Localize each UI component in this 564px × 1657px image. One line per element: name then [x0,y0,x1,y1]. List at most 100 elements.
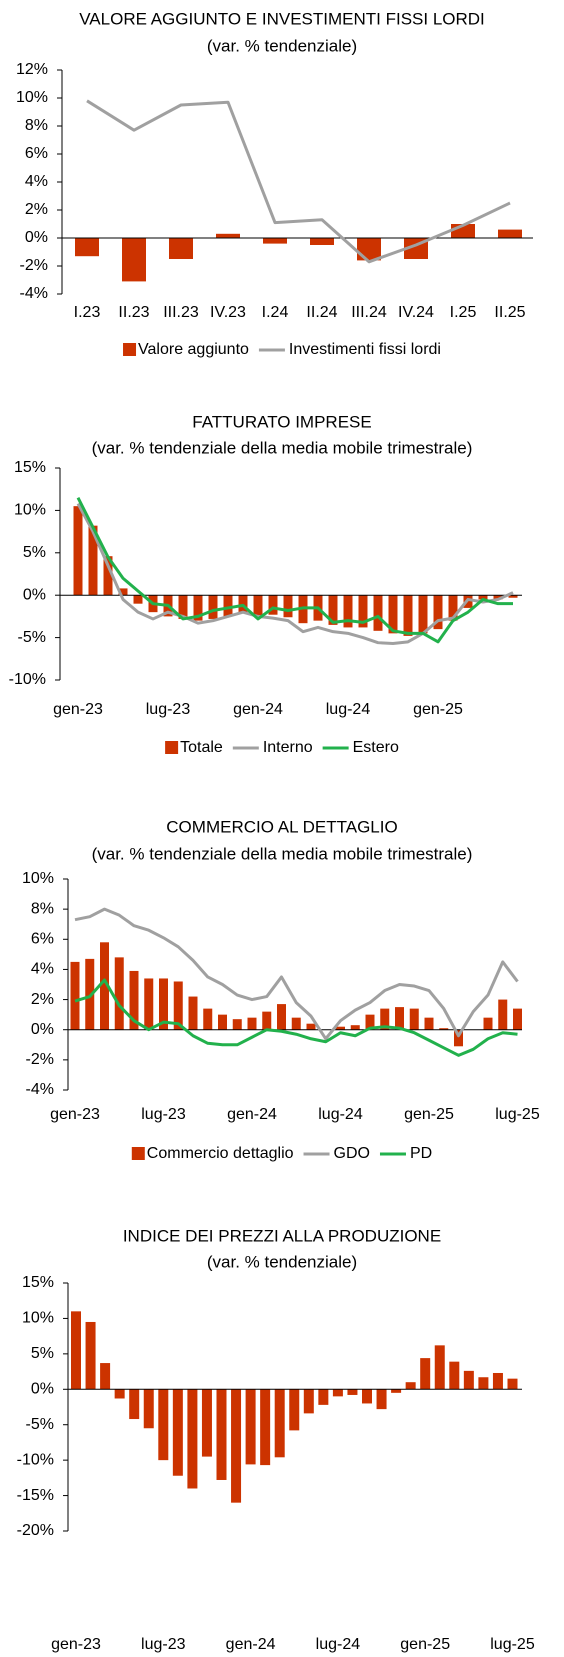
chart-subtitle: (var. % tendenziale della media mobile t… [92,844,473,863]
legend-label: Interno [263,739,313,756]
bar [203,1008,213,1030]
y-tick-label: 6% [25,145,48,162]
bar [306,1023,316,1030]
bar [380,1008,390,1030]
bar [223,595,233,617]
bar [188,996,198,1030]
bar [218,1014,227,1030]
bar [492,1372,503,1390]
legend-label: GDO [334,1145,370,1162]
bar [231,1389,242,1503]
bar [201,1389,212,1457]
bar [247,1017,257,1030]
bar [303,1389,314,1414]
bar [263,238,287,244]
legend-label: Investimenti fissi lordi [289,341,441,358]
y-tick-label: -20% [17,1522,54,1539]
y-tick-label: -5% [18,629,46,646]
bar [405,1382,416,1390]
y-tick-label: -15% [17,1487,54,1504]
x-tick-label: lug-24 [318,1106,363,1123]
x-tick-label: III.23 [163,304,199,321]
bar [513,1008,522,1030]
chart: COMMERCIO AL DETTAGLIO (var. % tendenzial… [22,817,540,1162]
bar [373,595,383,631]
bar [187,1389,198,1489]
bar [318,1389,329,1405]
bar [143,1389,154,1429]
y-tick-label: 8% [25,117,48,134]
bar [262,1011,272,1030]
y-tick-label: 4% [31,961,54,978]
bar [498,999,508,1030]
bar [88,525,98,596]
legend-swatch [131,1147,145,1160]
bar [328,595,338,625]
bar [129,1389,140,1420]
bar [493,595,503,600]
bar [448,595,458,621]
chart-title: INDICE DEI PREZZI ALLA PRODUZIONE [123,1226,441,1245]
bar [420,1358,431,1390]
bar [122,238,146,282]
y-tick-label: -5% [26,1416,54,1433]
bar [350,1025,360,1030]
bar [232,1019,242,1030]
chart: INDICE DEI PREZZI ALLA PRODUZIONE (var. %… [17,1226,535,1653]
bar [169,238,193,259]
x-tick-label: II.25 [494,304,525,321]
line [74,978,518,1057]
x-tick-label: gen-24 [226,1636,276,1653]
chart-title: COMMERCIO AL DETTAGLIO [166,817,397,836]
bar [144,978,154,1030]
bar [133,595,143,604]
x-tick-label: I.24 [262,304,289,321]
bar [114,957,124,1030]
line [74,907,519,1041]
y-tick-label: 5% [23,544,46,561]
bar [73,506,83,596]
y-tick-label: 15% [22,1274,54,1291]
bar [418,595,428,634]
bar [347,1389,358,1395]
bar [332,1389,343,1397]
x-tick-label: gen-23 [51,1636,101,1653]
bar [268,595,278,615]
y-tick-label: -2% [26,1051,54,1068]
bar [449,1361,460,1390]
bar [507,1378,518,1390]
bar [395,1007,404,1030]
x-tick-label: lug-24 [316,1636,361,1653]
y-tick-label: 10% [14,502,46,519]
y-tick-label: 5% [31,1345,54,1362]
bar [439,1028,449,1030]
y-tick-label: 4% [25,173,48,190]
legend: Totale Interno Estero [165,739,399,756]
x-tick-label: I.23 [74,304,101,321]
bar [343,595,353,628]
legend-label: Commercio dettaglio [147,1145,294,1162]
x-tick-label: IV.23 [210,304,246,321]
legend-label: Totale [180,739,223,756]
bar [433,595,443,630]
bar [193,595,203,621]
legend-label: Estero [353,739,399,756]
bar [463,1370,474,1390]
legend-label: Valore aggiunto [138,341,249,358]
bar [508,595,518,598]
bar [434,1345,445,1390]
bar [424,1017,434,1030]
bar [173,981,183,1030]
bar [100,942,109,1030]
bar [362,1389,372,1404]
bar [172,1389,183,1476]
bar [253,595,263,617]
x-tick-label: gen-25 [404,1106,454,1123]
x-tick-label: IV.24 [398,304,434,321]
bar [75,238,99,257]
y-tick-label: -2% [20,257,48,274]
chart-subtitle: (var. % tendenziale) [207,1252,357,1271]
y-tick-label: 10% [22,870,54,887]
bar [85,958,95,1030]
